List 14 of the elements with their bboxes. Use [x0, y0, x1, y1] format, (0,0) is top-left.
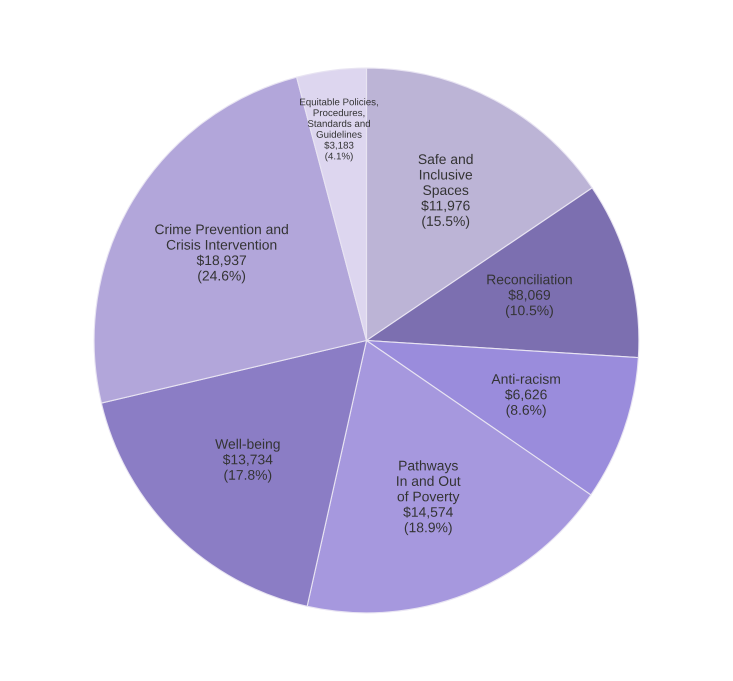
slice-label: Anti-racism — [491, 374, 560, 384]
data-label: $8,069 (10.5%) — [506, 289, 553, 318]
slice-label: Crime Prevention and Crisis Intervention — [155, 224, 288, 250]
slice-label: Reconciliation — [487, 274, 572, 284]
slice-label: Equitable Policies, Procedures, Standards and Guidelines — [300, 98, 378, 138]
data-label: $6,626 (8.6%) — [505, 388, 547, 418]
data-label: $3,183 (4.1%) — [324, 141, 354, 162]
data-label: $14,574 (18.9%) — [403, 506, 453, 536]
data-label: $11,976 (15.5%) — [421, 200, 470, 229]
slice-label: Well-being — [215, 438, 280, 452]
slice-label: Pathways In and Out of Poverty — [397, 460, 461, 504]
slice-label: Safe and Inclusive Spaces — [418, 154, 473, 198]
data-label: $13,734 (17.8%) — [222, 454, 273, 483]
data-label: $18,937 (24.6%) — [196, 254, 246, 284]
